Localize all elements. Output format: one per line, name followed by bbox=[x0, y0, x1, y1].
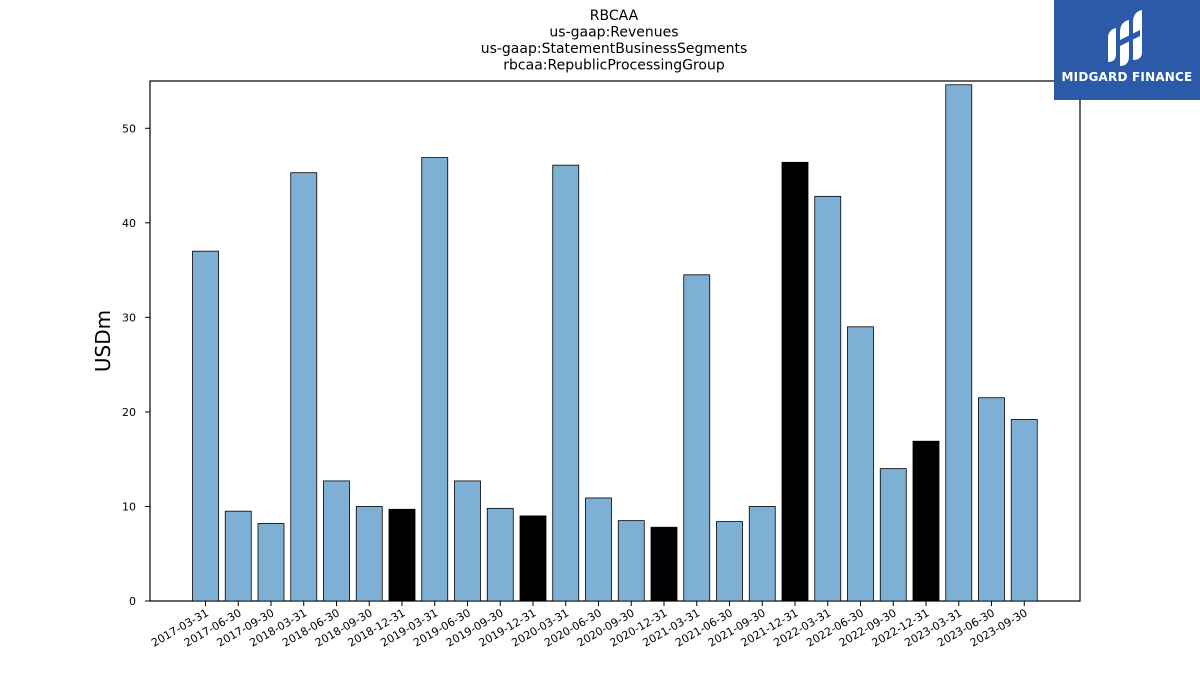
bar-2020-12-31 bbox=[650, 526, 678, 602]
chart-title-line: us-gaap:Revenues bbox=[549, 25, 678, 41]
chart-title-line: RBCAA bbox=[590, 8, 639, 24]
logo-mark-icon bbox=[1108, 10, 1142, 66]
x-axis: 2017-03-312017-06-302017-09-302018-03-31… bbox=[149, 601, 1030, 650]
chart-title-line: rbcaa:RepublicProcessingGroup bbox=[503, 58, 725, 74]
y-tick-label: 50 bbox=[122, 122, 136, 135]
bar-2020-03-31 bbox=[552, 164, 580, 602]
bar-2019-09-30 bbox=[486, 507, 514, 602]
bar-2020-06-30 bbox=[585, 497, 612, 602]
y-tick-label: 0 bbox=[129, 595, 136, 608]
bar-2023-09-30 bbox=[1010, 419, 1038, 602]
bar-2018-06-30 bbox=[323, 480, 350, 602]
bars-group bbox=[192, 84, 1038, 602]
bar-2022-12-31 bbox=[912, 440, 940, 602]
bar-2021-09-30 bbox=[748, 506, 776, 602]
bar-2019-06-30 bbox=[454, 480, 481, 602]
y-tick-label: 30 bbox=[122, 311, 136, 324]
bar-2021-12-31 bbox=[781, 161, 809, 602]
bar-2023-03-31 bbox=[945, 84, 973, 602]
bar-2023-06-30 bbox=[978, 397, 1005, 602]
bar-2017-09-30 bbox=[257, 523, 285, 602]
bar-2018-12-31 bbox=[388, 508, 416, 602]
chart-title-line: us-gaap:StatementBusinessSegments bbox=[481, 41, 748, 57]
bar-2021-06-30 bbox=[716, 521, 743, 602]
bar-2020-09-30 bbox=[617, 520, 645, 602]
bar-2022-03-31 bbox=[814, 195, 842, 602]
bar-2022-09-30 bbox=[879, 468, 907, 602]
y-tick-label: 10 bbox=[122, 500, 136, 513]
bar-2018-09-30 bbox=[355, 506, 383, 602]
bar-2018-03-31 bbox=[290, 172, 318, 602]
y-tick-label: 40 bbox=[122, 217, 136, 230]
chart-title: RBCAAus-gaap:Revenuesus-gaap:StatementBu… bbox=[481, 8, 748, 74]
bar-2021-03-31 bbox=[683, 274, 711, 602]
bar-2017-03-31 bbox=[192, 250, 219, 602]
y-axis-label: USDm bbox=[91, 310, 115, 372]
y-tick-label: 20 bbox=[122, 406, 136, 419]
y-axis: 0 10 20 30 40 50 bbox=[122, 122, 150, 608]
logo-text: MIDGARD FINANCE bbox=[1061, 70, 1193, 84]
bar-2022-06-30 bbox=[847, 326, 874, 602]
bar-2017-06-30 bbox=[224, 510, 252, 602]
plot-area bbox=[149, 80, 1081, 602]
bar-2019-12-31 bbox=[519, 515, 547, 602]
bar-2019-03-31 bbox=[421, 157, 449, 602]
midgard-finance-logo: MIDGARD FINANCE bbox=[1054, 0, 1200, 100]
